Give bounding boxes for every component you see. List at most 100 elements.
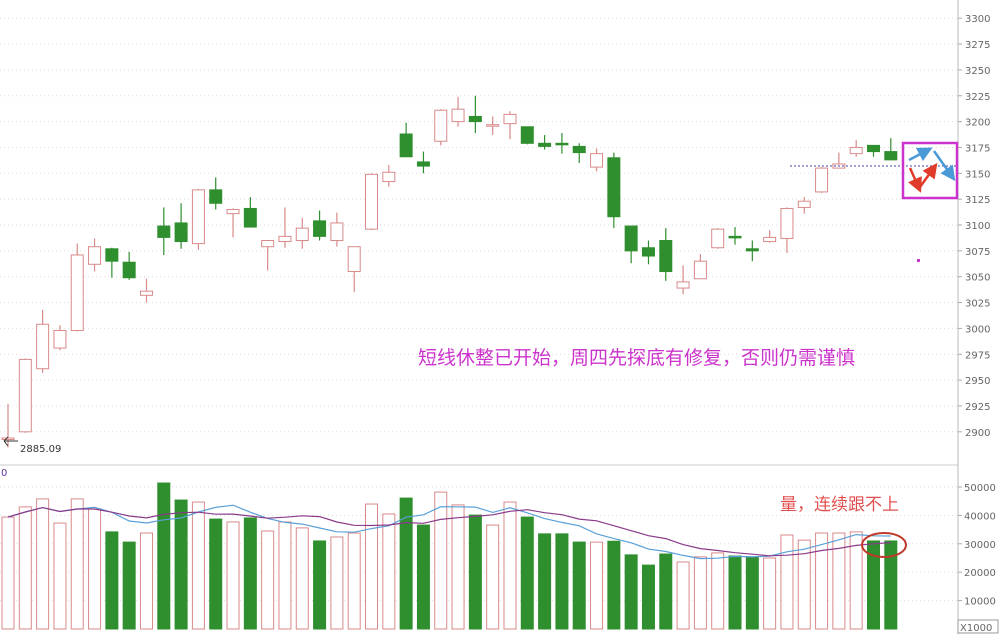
main-annotation: 短线休整已开始，周四先探底有修复，否则仍需谨慎 (418, 347, 856, 369)
candle-up (711, 228, 725, 249)
volume-bar (676, 561, 690, 630)
volume-annotation: 量，连续跟不上 (780, 495, 899, 515)
candle-up (278, 235, 292, 243)
volume-bar (693, 556, 707, 630)
volume-bar (815, 532, 829, 630)
right-axis: 2900 2925 2950 2975 3000 3025 3050 3075 3100 3125… (957, 0, 996, 634)
candle-up (797, 200, 811, 208)
candle-down (745, 248, 759, 252)
volume-bar (191, 501, 205, 630)
volume-bar (416, 524, 430, 630)
volume-bar (209, 518, 223, 630)
volume-bar (70, 498, 84, 630)
volume-tick-label: 20000 (964, 568, 996, 579)
volume-bar (503, 501, 517, 630)
candle-up (70, 254, 84, 331)
volume-bar (36, 498, 50, 630)
volume-unit-label: X1000 (960, 623, 992, 634)
candle-up (676, 281, 690, 289)
volume-bar (763, 557, 777, 630)
price-tick-label: 2975 (965, 350, 990, 361)
volume-bar (451, 504, 465, 630)
candle-down (538, 142, 552, 147)
volume-bars (1, 482, 898, 630)
volume-bar (520, 516, 534, 630)
price-tick-label: 3300 (965, 14, 990, 25)
candle-up (763, 236, 777, 243)
candle-down (174, 222, 188, 243)
price-tick-label: 3175 (965, 143, 990, 154)
volume-bar (745, 556, 759, 630)
candle-down (659, 240, 673, 273)
volume-bar (641, 564, 655, 630)
volume-bar (122, 541, 136, 630)
grid-lines (0, 17, 958, 602)
candle-up (693, 260, 707, 280)
candle-up (849, 146, 863, 155)
volume-bar (53, 522, 67, 630)
candle-down (399, 133, 413, 158)
candle-down (520, 126, 534, 144)
candle-up (434, 109, 448, 142)
candle-up (18, 358, 32, 433)
candle-up (191, 189, 205, 245)
volume-bar (884, 540, 898, 630)
volume-zero-label: 0 (1, 468, 7, 479)
volume-bar (347, 532, 361, 630)
candle-up (780, 207, 794, 239)
volume-bar (797, 539, 811, 630)
candle-down (468, 115, 482, 123)
candle-down (416, 161, 430, 167)
candle-up (347, 246, 361, 273)
candle-up (261, 240, 275, 248)
price-tick-label: 2900 (965, 428, 990, 439)
rebound-arrow-icon (918, 162, 938, 188)
price-tick-label: 3075 (965, 247, 990, 258)
candle-down (105, 248, 119, 262)
volume-unit-box (957, 619, 999, 634)
candle-down (867, 144, 880, 153)
volume-bar (295, 527, 309, 630)
ma-line-5 (7, 504, 891, 560)
volume-bar (867, 540, 880, 630)
volume-bar (832, 532, 846, 630)
price-tick-label: 3150 (965, 169, 990, 180)
candle-down (555, 142, 569, 146)
volume-bar (434, 491, 448, 630)
price-tick-label: 3250 (965, 66, 990, 77)
price-tick-label: 3225 (965, 92, 990, 103)
candle-up (590, 153, 604, 168)
volume-bar (18, 506, 32, 630)
low-arrow-icon (3, 436, 18, 447)
price-tick-label: 3000 (965, 324, 990, 335)
price-tick-label: 3025 (965, 299, 990, 310)
candle-up (226, 208, 240, 215)
volume-highlight-ellipse (861, 532, 907, 558)
candle-down (607, 157, 621, 218)
volume-bar (243, 517, 257, 630)
candle-up (36, 323, 50, 370)
low-price-label: 2885.09 (20, 444, 61, 455)
candle-down (243, 207, 257, 228)
volume-bar (572, 541, 586, 630)
candle-down (624, 225, 638, 252)
volume-bar (261, 530, 275, 630)
volume-bar (174, 499, 188, 630)
candle-up (88, 246, 102, 265)
candle-down (313, 220, 327, 237)
volume-tick-label: 50000 (964, 483, 996, 494)
volume-bar (590, 541, 604, 630)
candle-up (53, 329, 67, 349)
price-tick-label: 2925 (965, 402, 990, 413)
candle-down (884, 151, 898, 161)
volume-bar (278, 521, 292, 630)
candle-down (209, 189, 223, 204)
candle-up (365, 173, 379, 230)
price-tick-label: 3200 (965, 118, 990, 129)
candle-up (451, 108, 465, 123)
price-tick-label: 3275 (965, 40, 990, 51)
volume-tick-label: 40000 (964, 511, 996, 522)
candle-up (382, 171, 396, 183)
marker-dot (917, 259, 920, 262)
